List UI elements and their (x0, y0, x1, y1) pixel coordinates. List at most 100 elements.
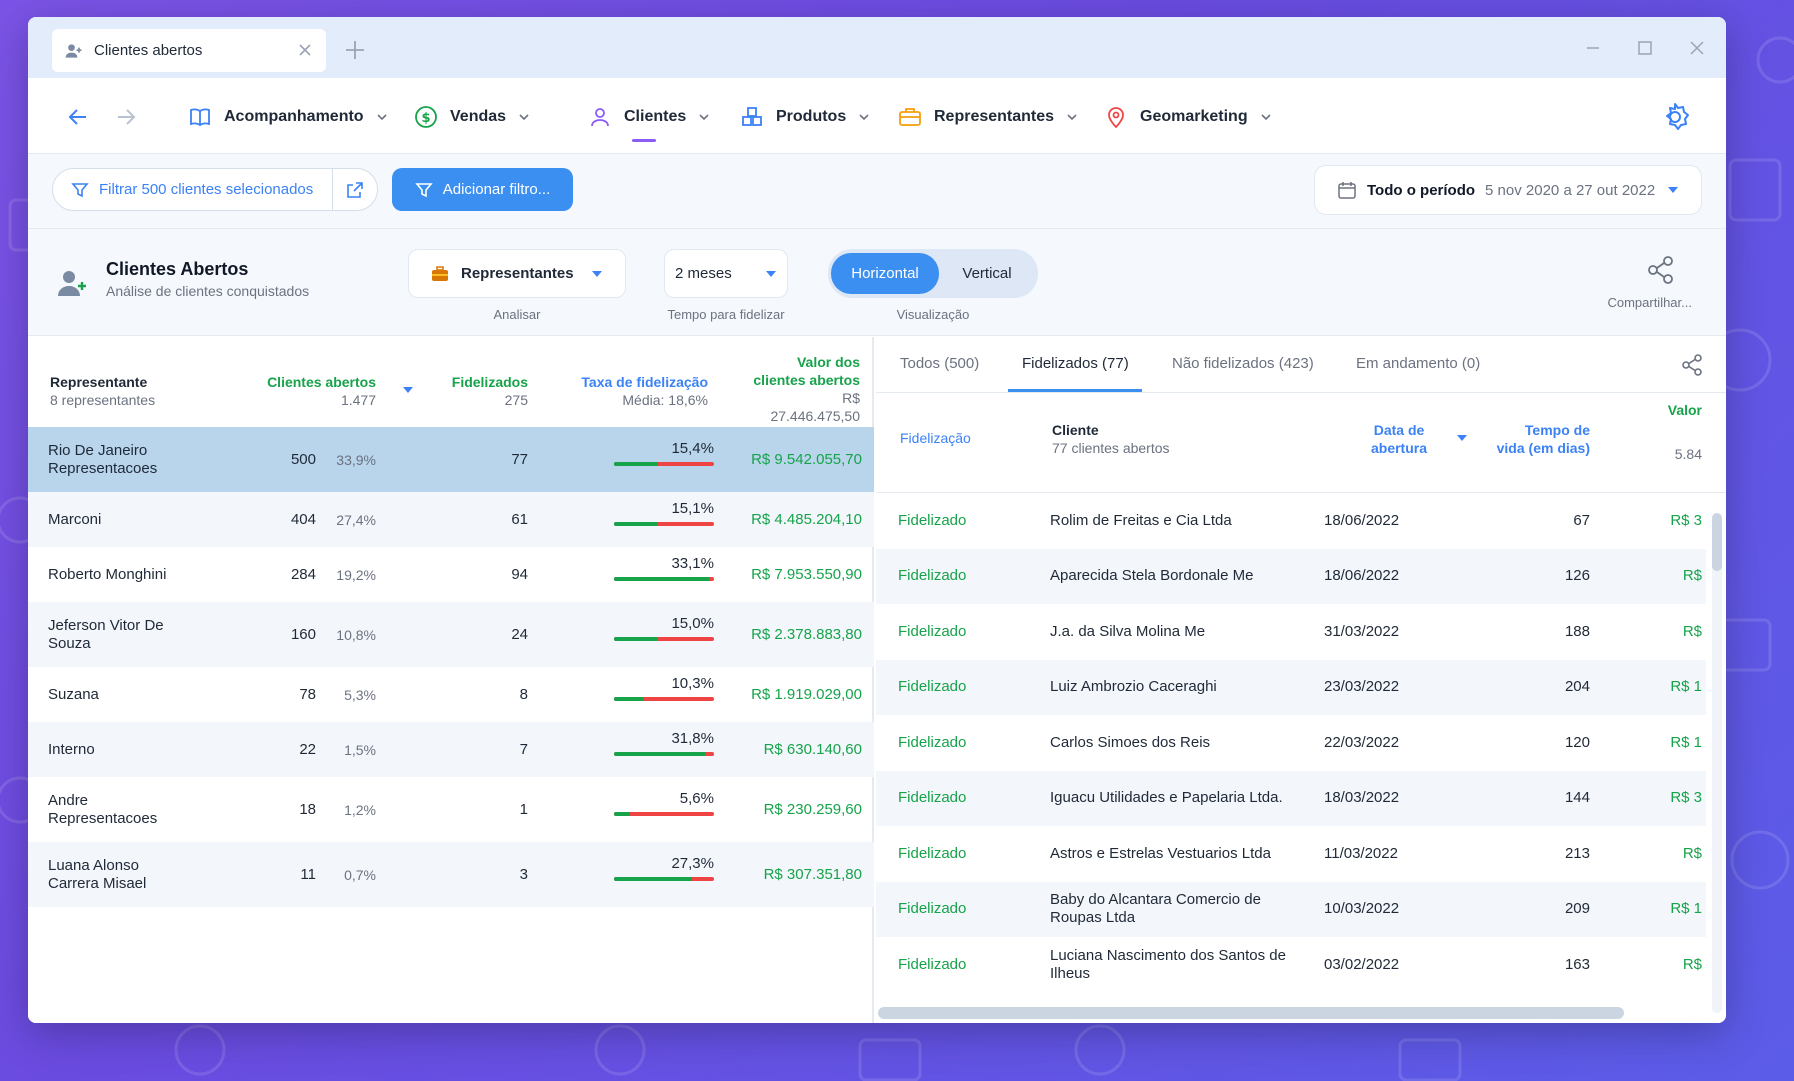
nav-clientes[interactable]: Clientes (588, 103, 710, 142)
rep-name-line2: Representacoes (48, 459, 158, 477)
table-row[interactable]: Fidelizado Baby do Alcantara Comercio de R… (876, 881, 1706, 937)
tab-todos[interactable]: Todos (500) (900, 355, 980, 372)
svg-text:$: $ (421, 111, 430, 126)
table-row[interactable]: Fidelizado Luiz Ambrozio Caceraghi 23/03/2… (876, 659, 1706, 715)
open-count: 78 (299, 685, 316, 703)
vertical-scrollbar[interactable] (1712, 513, 1722, 1013)
rate-bar-fill (614, 876, 692, 881)
open-count: 404 (290, 510, 316, 528)
table-row[interactable]: Suzana 78 5,3% 8 10,3% R$ 1.919.029,00 (28, 667, 874, 722)
rep-name-line1: Andre (48, 791, 89, 809)
sort-desc-icon[interactable] (1456, 433, 1468, 443)
back-arrow-icon[interactable] (68, 108, 88, 126)
col-valor[interactable]: Valor 5.84 (1636, 401, 1702, 463)
nav-vendas[interactable]: $ Vendas (414, 103, 530, 131)
clients-panel: Todos (500) Fidelizados (77) Não fideliz… (876, 337, 1726, 1023)
rate-bar (614, 811, 714, 816)
time-select[interactable]: 2 meses (664, 249, 788, 298)
open-external-button[interactable] (333, 169, 377, 210)
chevron-down-icon (1261, 114, 1271, 121)
tab-em-andamento[interactable]: Em andamento (0) (1356, 355, 1481, 372)
open-count: 18 (299, 800, 316, 818)
rate-bar (614, 876, 714, 881)
fid-count: 24 (511, 625, 528, 643)
col-title: vida (em dias) (1496, 440, 1590, 456)
table-row[interactable]: Fidelizado Aparecida Stela Bordonale Me 18… (876, 548, 1706, 604)
plus-icon[interactable] (344, 39, 366, 61)
status-label: Fidelizado (898, 900, 967, 918)
table-row[interactable]: Fidelizado J.a. da Silva Molina Me 31/03/2… (876, 604, 1706, 660)
col-subtitle: 1.477 (340, 392, 376, 408)
table-row[interactable]: Jeferson Vitor De Souza 160 10,8% 24 15,0% R$ … (28, 602, 874, 667)
user-add-icon (65, 43, 82, 58)
nav-acompanhamento[interactable]: Acompanhamento (188, 103, 388, 131)
window-close-icon[interactable] (1688, 39, 1706, 57)
sort-desc-icon[interactable] (402, 385, 414, 395)
share-icon[interactable] (1680, 353, 1704, 377)
analyze-select[interactable]: Representantes (408, 249, 626, 298)
maximize-icon[interactable] (1636, 39, 1654, 57)
col-clientes-abertos[interactable]: Clientes abertos 1.477 (232, 373, 376, 409)
report-subtitle: Análise de clientes conquistados (106, 283, 310, 299)
table-row[interactable]: Marconi 404 27,4% 61 15,1% R$ 4.485.204,10 (28, 492, 874, 547)
period-selector[interactable]: Todo o período 5 nov 2020 a 27 out 2022 (1314, 165, 1702, 215)
view-vertical-button[interactable]: Vertical (962, 265, 1012, 282)
rep-name-line2: Representacoes (48, 809, 158, 827)
table-row[interactable]: Fidelizado Luciana Nascimento dos Santos … (876, 937, 1706, 993)
share-label[interactable]: Compartilhar... (1607, 295, 1692, 310)
col-fidelizacao[interactable]: Fidelização (900, 430, 971, 446)
col-data-abertura[interactable]: Data de abertura (1366, 421, 1432, 457)
col-fidelizados[interactable]: Fidelizados 275 (408, 373, 528, 409)
table-row[interactable]: Interno 22 1,5% 7 31,8% R$ 630.140,60 (28, 722, 874, 777)
table-row[interactable]: Andre Representacoes 18 1,2% 1 5,6% R$ 230.259… (28, 777, 874, 842)
client-name: Aparecida Stela Bordonale Me (1050, 567, 1310, 585)
scroll-thumb[interactable] (1712, 513, 1722, 571)
col-tempo-vida[interactable]: Tempo de vida (em dias) (1476, 421, 1590, 457)
gear-icon[interactable] (1660, 102, 1690, 132)
table-row[interactable]: Luana Alonso Carrera Misael 11 0,7% 3 27,3% R$… (28, 842, 874, 907)
col-representante[interactable]: Representante 8 representantes (50, 373, 155, 409)
rep-name: Rio De Janeiro Representacoes (48, 442, 157, 478)
col-valor[interactable]: Valor dos clientes abertos R$ 27.446.475… (708, 353, 860, 425)
col-title: Fidelizados (451, 374, 528, 390)
open-count: 500 (290, 450, 316, 468)
table-row[interactable]: Fidelizado Iguacu Utilidades e Papelaria … (876, 770, 1706, 826)
col-title: Tempo de (1524, 422, 1590, 438)
nav-representantes[interactable]: Representantes (898, 103, 1078, 131)
nav-produtos[interactable]: Produtos (740, 103, 870, 131)
client-value: R$ 1 (1670, 900, 1702, 918)
minimize-icon[interactable] (1584, 39, 1602, 57)
col-taxa-fidelizacao[interactable]: Taxa de fidelização Média: 18,6% (538, 373, 708, 409)
analyze-label: Analisar (493, 307, 541, 322)
value-amount: R$ 7.953.550,90 (751, 565, 862, 583)
close-icon[interactable] (296, 41, 314, 59)
filter-selected-button[interactable]: Filtrar 500 clientes selecionados (53, 169, 334, 210)
col-title: abertura (1370, 440, 1428, 456)
nav-geomarketing[interactable]: Geomarketing (1104, 103, 1272, 131)
open-percent: 33,9% (336, 451, 376, 468)
table-row[interactable]: Fidelizado Carlos Simoes dos Reis 22/03/20… (876, 715, 1706, 771)
client-name-line2: Ilheus (1050, 964, 1091, 982)
client-value: R$ 1 (1670, 733, 1702, 751)
view-horizontal-button[interactable]: Horizontal (831, 253, 939, 294)
tab-fidelizados[interactable]: Fidelizados (77) (1022, 355, 1129, 372)
rep-name: Andre Representacoes (48, 792, 157, 828)
tab-nao-fidelizados[interactable]: Não fidelizados (423) (1172, 355, 1314, 372)
browser-tab[interactable]: Clientes abertos (52, 29, 326, 72)
view-label: Visualização (896, 307, 970, 322)
rate-bar (614, 461, 714, 466)
table-row[interactable]: Roberto Monghini 284 19,2% 94 33,1% R$ 7.953.… (28, 547, 874, 602)
table-row[interactable]: Rio De Janeiro Representacoes 500 33,9% 77 15… (28, 427, 874, 492)
table-row[interactable]: Fidelizado Astros e Estrelas Vestuarios L… (876, 826, 1706, 882)
client-value: R$ 3 (1670, 511, 1702, 529)
forward-arrow-icon[interactable] (116, 108, 136, 126)
table-row[interactable]: Fidelizado Rolim de Freitas e Cia Ltda 18/… (876, 493, 1706, 549)
share-icon[interactable] (1646, 255, 1676, 285)
open-date: 18/06/2022 (1324, 567, 1400, 585)
col-cliente[interactable]: Cliente 77 clientes abertos (1052, 421, 1170, 457)
add-filter-button[interactable]: Adicionar filtro... (392, 168, 573, 211)
horizontal-scrollbar[interactable] (878, 1007, 1624, 1019)
value-amount: R$ 2.378.883,80 (751, 625, 862, 643)
filter-selected-label: Filtrar 500 clientes selecionados (99, 181, 314, 198)
status-label: Fidelizado (898, 678, 967, 696)
